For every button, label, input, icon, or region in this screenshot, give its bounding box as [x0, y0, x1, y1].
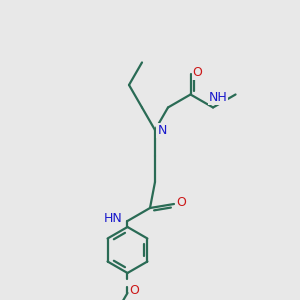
Text: O: O	[130, 284, 140, 296]
Text: O: O	[176, 196, 186, 208]
Text: N: N	[157, 124, 167, 136]
Text: HN: HN	[104, 212, 123, 226]
Text: NH: NH	[209, 91, 227, 104]
Text: O: O	[193, 66, 202, 79]
